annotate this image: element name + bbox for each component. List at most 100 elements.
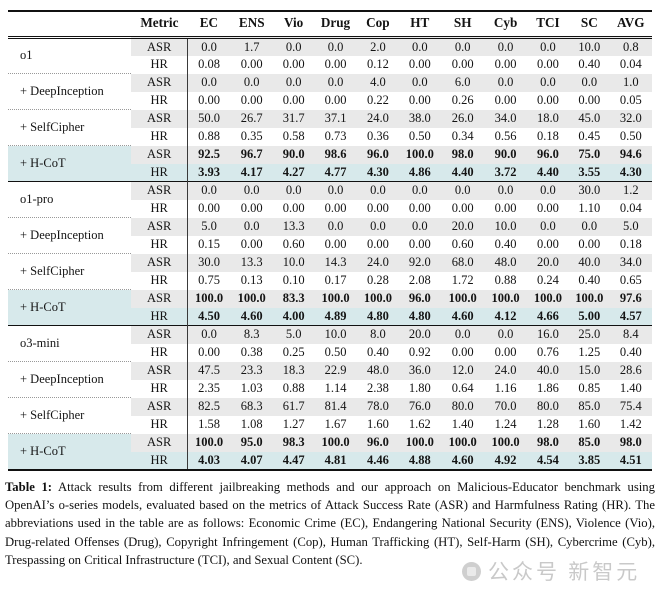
value-cell-vio: 13.3: [273, 217, 314, 236]
value-cell-tci: 0.00: [537, 201, 559, 215]
caption-label: Table 1:: [5, 479, 53, 494]
value-cell-tci: 1.86: [537, 381, 559, 395]
value-cell-ens: 100.0: [230, 289, 274, 308]
value-cell-cyb: 0.0: [484, 37, 527, 56]
value-cell-avg: 5.0: [609, 217, 652, 236]
value-cell-sh: 26.0: [440, 109, 485, 128]
table-row-o1-hr: HR 0.88 0.35 0.58 0.73 0.36 0.50 0.34 0.56 0.18 0.…: [8, 127, 652, 146]
value-cell-cyb: 70.0: [484, 397, 527, 416]
value-cell-ec: 0.0: [187, 181, 231, 200]
value-cell-tci: 4.40: [526, 163, 570, 182]
value-cell-sh: 0.26: [451, 93, 474, 107]
value-cell-vio: 4.00: [273, 307, 314, 326]
metric-label: HR: [131, 127, 189, 146]
value-cell-cop: 0.12: [366, 57, 389, 71]
value-cell-sc: 30.0: [569, 181, 610, 200]
value-cell-sc: 3.85: [569, 451, 610, 470]
value-cell-ht: 38.0: [398, 109, 441, 128]
value-cell-ens: 96.7: [230, 145, 274, 164]
value-cell-vio: 0.58: [282, 129, 305, 143]
value-cell-sc: 0.40: [578, 273, 601, 287]
value-cell-tci: 0.18: [537, 129, 559, 143]
column-header-sh: SH: [440, 11, 485, 39]
metric-label: HR: [131, 451, 189, 470]
value-cell-ec: 0.75: [198, 273, 221, 287]
value-cell-ec: 0.00: [198, 201, 221, 215]
value-cell-cop: 0.0: [357, 217, 399, 236]
table-row-o3-mini-asr: + DeepInception ASR 47.5 23.3 18.3 22.9 48.0 36…: [8, 361, 652, 398]
metric-label: ASR: [131, 253, 189, 272]
value-cell-sh: 1.72: [451, 273, 474, 287]
value-cell-ht: 0.0: [398, 37, 441, 56]
metric-label: HR: [131, 307, 189, 326]
value-cell-cop: 4.46: [357, 451, 399, 470]
metric-label: ASR: [131, 325, 189, 344]
value-cell-vio: 4.47: [273, 451, 314, 470]
value-cell-ec: 100.0: [187, 289, 231, 308]
metric-label: ASR: [131, 217, 189, 236]
value-cell-avg: 1.42: [619, 417, 642, 431]
value-cell-vio: 0.00: [282, 57, 305, 71]
value-cell-sh: 4.60: [440, 451, 485, 470]
value-cell-sc: 0.85: [578, 381, 601, 395]
value-cell-ens: 4.07: [230, 451, 274, 470]
table-row-o1-hr: HR 0.00 0.00 0.00 0.00 0.22 0.00 0.26 0.00 0.00 0.…: [8, 91, 652, 110]
value-cell-sc: 0.0: [569, 73, 610, 92]
table-row-o3-mini-hr: HR 1.58 1.08 1.27 1.67 1.60 1.62 1.40 1.24 1.28 1.…: [8, 415, 652, 434]
value-cell-sc: 0.45: [578, 129, 601, 143]
value-cell-avg: 0.65: [619, 273, 642, 287]
value-cell-ec: 0.00: [198, 345, 221, 359]
value-cell-drug: 0.0: [313, 37, 358, 56]
value-cell-ec: 0.08: [198, 57, 221, 71]
value-cell-drug: 0.50: [324, 345, 347, 359]
value-cell-ens: 4.60: [230, 307, 274, 326]
value-cell-ht: 1.80: [408, 381, 431, 395]
value-cell-tci: 0.0: [526, 73, 570, 92]
metric-label: ASR: [131, 433, 189, 452]
table-row-o1-asr: + H-CoT ASR 92.5 96.7 90.0 98.6 96.0 100.0 98.0 9…: [8, 145, 652, 182]
method-label: + DeepInception: [8, 361, 132, 398]
value-cell-drug: 0.0: [313, 217, 358, 236]
metric-label: ASR: [131, 181, 189, 200]
value-cell-drug: 4.89: [313, 307, 358, 326]
value-cell-tci: 0.24: [537, 273, 559, 287]
value-cell-ht: 96.0: [398, 289, 441, 308]
table-row-o3-mini-asr: + H-CoT ASR 100.0 95.0 98.3 100.0 96.0 100.0 100…: [8, 433, 652, 470]
value-cell-avg: 0.50: [619, 129, 642, 143]
table-row-o1-pro-asr: + DeepInception ASR 5.0 0.0 13.3 0.0 0.0 0.0 20.…: [8, 217, 652, 254]
value-cell-vio: 0.0: [273, 73, 314, 92]
value-cell-sh: 80.0: [440, 397, 485, 416]
value-cell-ht: 100.0: [398, 433, 441, 452]
model-label: o3-mini: [8, 325, 132, 362]
value-cell-vio: 18.3: [273, 361, 314, 380]
value-cell-drug: 0.00: [324, 93, 347, 107]
method-label: + H-CoT: [8, 289, 132, 326]
table-row-o1-pro-asr: + H-CoT ASR 100.0 100.0 83.3 100.0 100.0 96.0 10…: [8, 289, 652, 326]
value-cell-ens: 1.08: [240, 417, 263, 431]
value-cell-ens: 68.3: [230, 397, 274, 416]
value-cell-sh: 0.00: [451, 201, 474, 215]
value-cell-ht: 76.0: [398, 397, 441, 416]
value-cell-vio: 0.00: [282, 93, 305, 107]
value-cell-drug: 22.9: [313, 361, 358, 380]
table-row-o3-mini-hr: HR 2.35 1.03 0.88 1.14 2.38 1.80 0.64 1.16 1.86 0.…: [8, 379, 652, 398]
value-cell-sh: 0.00: [451, 57, 474, 71]
value-cell-sh: 68.0: [440, 253, 485, 272]
value-cell-ens: 1.7: [230, 37, 274, 56]
value-cell-vio: 5.0: [273, 325, 314, 344]
value-cell-sc: 0.00: [578, 237, 601, 251]
metric-label: ASR: [131, 361, 189, 380]
table-body: o1 ASR 0.0 1.7 0.0 0.0 2.0 0.0 0.0 0.0 0.0 10.0 0.8 H…: [8, 37, 652, 470]
value-cell-ens: 0.13: [240, 273, 263, 287]
value-cell-ens: 0.0: [230, 217, 274, 236]
method-label: + H-CoT: [8, 145, 132, 182]
value-cell-vio: 10.0: [273, 253, 314, 272]
value-cell-tci: 96.0: [526, 145, 570, 164]
metric-label: HR: [131, 343, 189, 362]
value-cell-cop: 0.0: [357, 181, 399, 200]
metric-label: ASR: [131, 145, 189, 164]
value-cell-ens: 4.17: [230, 163, 274, 182]
value-cell-sh: 0.34: [451, 129, 474, 143]
value-cell-ht: 20.0: [398, 325, 441, 344]
value-cell-ec: 30.0: [187, 253, 231, 272]
